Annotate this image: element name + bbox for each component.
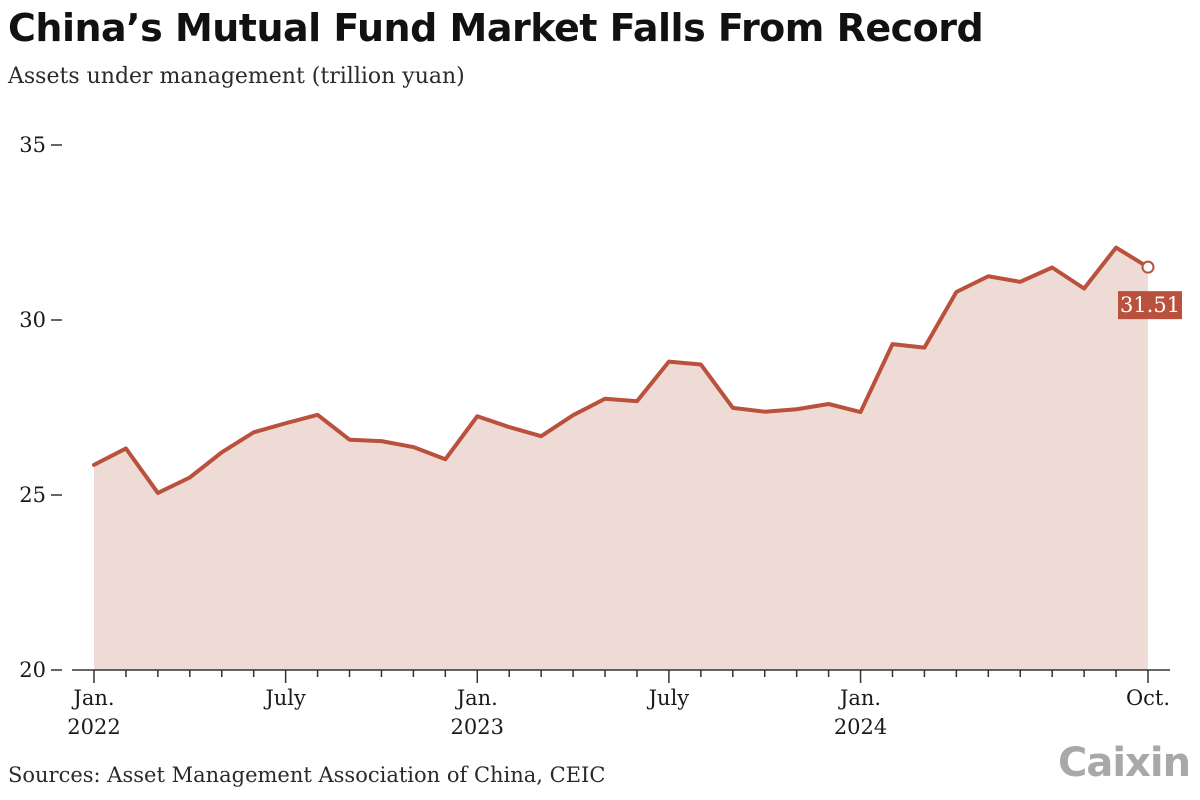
y-tick-label: 25 — [19, 483, 46, 507]
x-tick-label: Oct. — [1126, 686, 1170, 710]
x-tick-label: July — [263, 686, 306, 710]
x-tick-label: July — [647, 686, 690, 710]
last-value-annotation: 31.51 — [1118, 260, 1182, 320]
chart-subtitle: Assets under management (trillion yuan) — [8, 64, 465, 89]
series-line — [92, 245, 1150, 495]
y-tick-label: 20 — [19, 658, 46, 682]
x-axis: Jan. 2022 July Jan. 2023 July Jan. 2024 Oct. — [67, 669, 1170, 739]
source-note: Sources: Asset Management Association of… — [8, 763, 606, 787]
x-tick-label: Jan. — [71, 686, 114, 710]
last-value-label: 31.51 — [1120, 293, 1180, 317]
x-tick-label: Jan. — [838, 686, 881, 710]
series-area-fill — [94, 247, 1148, 671]
x-tick-year-label: 2022 — [67, 715, 120, 739]
x-tick-year-label: 2023 — [451, 715, 504, 739]
y-tick-label: 35 — [19, 133, 46, 157]
caixin-logo: Caixin — [1058, 740, 1191, 786]
x-tick-year-label: 2024 — [834, 715, 887, 739]
last-value-label-bg — [1118, 291, 1182, 320]
x-tick-label: Jan. — [455, 686, 498, 710]
last-value-marker — [1141, 260, 1155, 274]
chart-title: China’s Mutual Fund Market Falls From Re… — [8, 6, 984, 50]
y-axis: 35 30 25 20 — [19, 133, 62, 682]
y-tick-label: 30 — [19, 308, 46, 332]
